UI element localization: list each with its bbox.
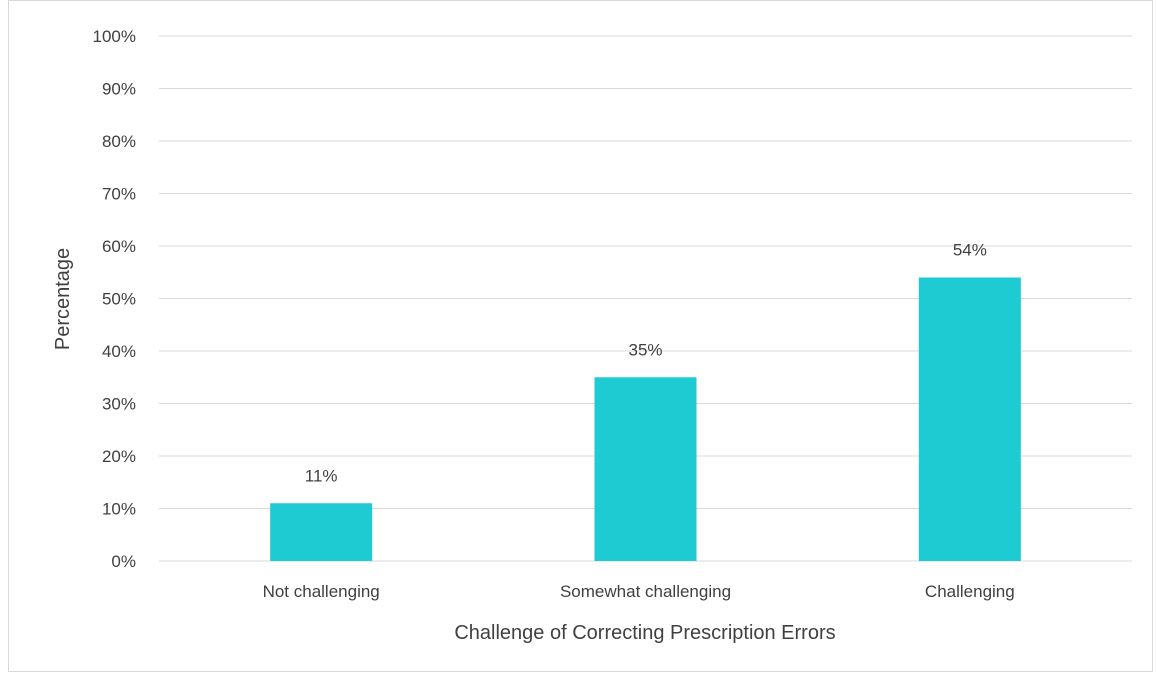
bar-value-label: 35% — [628, 340, 662, 359]
y-axis-ticks: 0% 10% 20% 30% 40% 50% 60% 70% 80% 90% 100% — [93, 27, 136, 571]
y-tick-label: 40% — [102, 342, 136, 361]
bar-value-label: 54% — [953, 241, 987, 260]
bar — [918, 277, 1021, 561]
y-tick-label: 10% — [102, 500, 136, 519]
y-tick-label: 80% — [102, 132, 136, 151]
y-tick-label: 100% — [93, 27, 136, 46]
y-tick-label: 20% — [102, 447, 136, 466]
y-tick-label: 50% — [102, 290, 136, 309]
x-tick-label: Somewhat challenging — [560, 582, 731, 601]
x-tick-label: Challenging — [925, 582, 1015, 601]
bar — [270, 503, 373, 561]
bars — [270, 277, 1021, 561]
y-tick-label: 30% — [102, 395, 136, 414]
x-axis-ticks: Not challenging Somewhat challenging Chall… — [263, 582, 1015, 601]
y-tick-label: 70% — [102, 185, 136, 204]
bar — [594, 377, 697, 561]
y-tick-label: 60% — [102, 237, 136, 256]
bar-value-label: 11% — [305, 466, 338, 485]
x-axis-title: Challenge of Correcting Prescription Err… — [454, 622, 835, 644]
data-labels: 11% 35% 54% — [305, 241, 987, 486]
y-axis-title: Percentage — [52, 248, 74, 350]
y-tick-label: 90% — [102, 80, 136, 99]
x-tick-label: Not challenging — [263, 582, 380, 601]
y-tick-label: 0% — [111, 552, 136, 571]
